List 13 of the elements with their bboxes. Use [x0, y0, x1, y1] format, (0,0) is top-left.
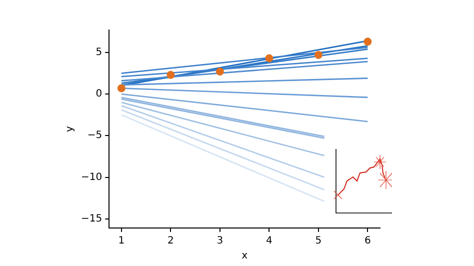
- y-tick-label: −10: [80, 172, 102, 183]
- x-tick-label: 6: [364, 236, 371, 247]
- y-axis-title: y: [64, 126, 76, 132]
- y-tick-label: 5: [96, 47, 102, 58]
- x-tick-label: 2: [167, 236, 174, 247]
- y-tick-label: 0: [96, 88, 102, 100]
- x-tick-label: 4: [266, 236, 272, 247]
- x-tick-label: 1: [118, 236, 125, 247]
- x-axis-title: x: [242, 250, 248, 262]
- y-tick-label: −15: [80, 213, 102, 224]
- y-tick-label: −5: [87, 130, 102, 142]
- x-tick-label: 3: [216, 236, 224, 247]
- x-tick-label: 5: [315, 236, 322, 247]
